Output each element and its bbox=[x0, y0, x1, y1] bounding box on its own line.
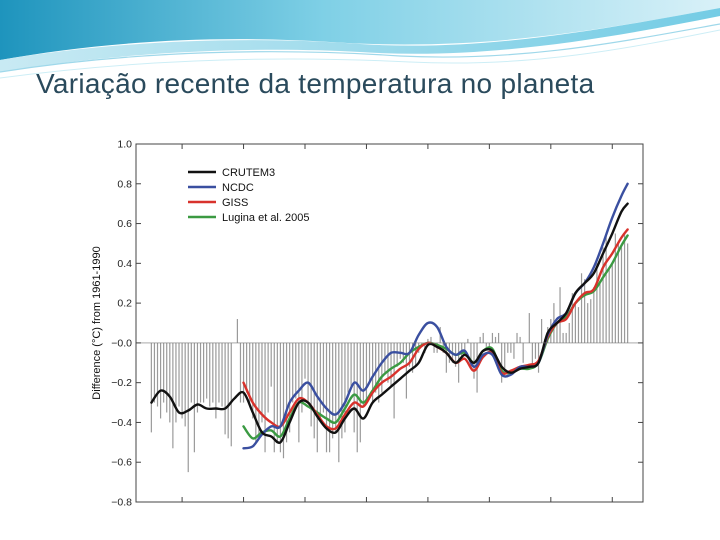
header-swoosh-decoration bbox=[0, 0, 720, 79]
y-tick-label: 0.6 bbox=[117, 218, 132, 230]
y-tick-label: −0.6 bbox=[111, 457, 132, 469]
y-tick-label: 1.0 bbox=[117, 139, 132, 151]
x-tick-label: 1900 bbox=[293, 507, 317, 508]
slide-title: Variação recente da temperatura no plane… bbox=[36, 68, 595, 99]
annual-bars bbox=[150, 233, 629, 473]
axes: 1860 1880 1900 1920 1940 1960 1980 2000 1.0 0.8 0.… bbox=[111, 139, 643, 509]
series-line-crutem3 bbox=[150, 202, 629, 444]
y-axis-label: Difference (°C) from 1961-1990 bbox=[91, 246, 103, 399]
y-tick-label: −0.4 bbox=[111, 417, 132, 429]
series-lines bbox=[150, 182, 629, 450]
legend-entry: GISS bbox=[222, 197, 248, 209]
y-tick-label: 0.2 bbox=[117, 298, 132, 310]
y-tick-label: −0.0 bbox=[111, 337, 132, 349]
x-tick-label: 1980 bbox=[539, 507, 563, 508]
series-line-lugina-et-al-2005 bbox=[242, 234, 629, 440]
y-tick-label: −0.8 bbox=[111, 497, 132, 509]
legend: CRUTEM3 NCDC GISS Lugina et al. 2005 bbox=[188, 167, 309, 224]
y-tick-label: 0.4 bbox=[117, 258, 132, 270]
x-tick-label: 1940 bbox=[416, 507, 440, 508]
legend-entry: NCDC bbox=[222, 182, 254, 194]
legend-entry: Lugina et al. 2005 bbox=[222, 212, 309, 224]
x-tick-label: 1920 bbox=[355, 507, 379, 508]
x-tick-label: 1880 bbox=[232, 507, 256, 508]
x-tick-label: 1860 bbox=[170, 507, 194, 508]
x-tick-label: 2000 bbox=[601, 507, 625, 508]
plot-frame bbox=[135, 143, 644, 503]
y-tick-label: −0.2 bbox=[111, 377, 132, 389]
x-tick-label: 1960 bbox=[478, 507, 502, 508]
y-tick-label: 0.8 bbox=[117, 178, 132, 190]
legend-entry: CRUTEM3 bbox=[222, 167, 275, 179]
temperature-chart: 1860 1880 1900 1920 1940 1960 1980 2000 1.0 0.8 0.… bbox=[91, 139, 644, 509]
